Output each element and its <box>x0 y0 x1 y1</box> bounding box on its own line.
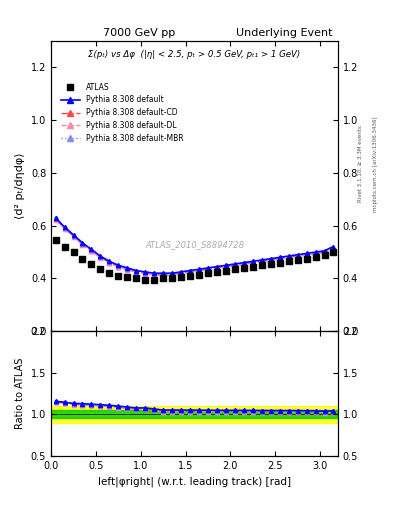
Bar <box>51 410 338 418</box>
Text: Rivet 3.1.10, ≥ 3.3M events: Rivet 3.1.10, ≥ 3.3M events <box>358 125 363 202</box>
Text: 7000 GeV pp: 7000 GeV pp <box>103 28 175 38</box>
Text: ATLAS_2010_S8894728: ATLAS_2010_S8894728 <box>145 240 244 249</box>
X-axis label: left|φright| (w.r.t. leading track) [rad]: left|φright| (w.r.t. leading track) [rad… <box>98 476 291 486</box>
Text: mcplots.cern.ch [arXiv:1306.3436]: mcplots.cern.ch [arXiv:1306.3436] <box>373 116 378 211</box>
Legend: ATLAS, Pythia 8.308 default, Pythia 8.308 default-CD, Pythia 8.308 default-DL, P: ATLAS, Pythia 8.308 default, Pythia 8.30… <box>58 79 187 146</box>
Text: Σ(pₜ) vs Δφ  (|η| < 2.5, pₜ > 0.5 GeV, pₜ₁ > 1 GeV): Σ(pₜ) vs Δφ (|η| < 2.5, pₜ > 0.5 GeV, pₜ… <box>88 50 301 59</box>
Text: Underlying Event: Underlying Event <box>236 28 332 38</box>
Y-axis label: Ratio to ATLAS: Ratio to ATLAS <box>15 358 25 429</box>
Bar <box>51 406 338 422</box>
Y-axis label: ⟨d² pₜ/dηdφ⟩: ⟨d² pₜ/dηdφ⟩ <box>15 153 25 220</box>
